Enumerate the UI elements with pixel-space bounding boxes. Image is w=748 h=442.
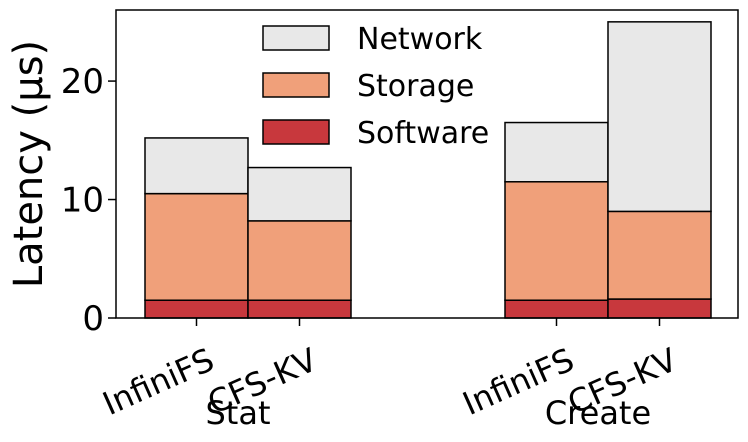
bar-segment-create-cfs-kv-network — [607, 21, 712, 213]
bars-layer — [144, 21, 712, 319]
bar-segment-stat-infinifs-storage — [144, 192, 249, 301]
legend-label-software: Software — [357, 116, 489, 151]
bar-segment-stat-cfs-kv-network — [247, 166, 352, 222]
plot-frame — [115, 9, 739, 319]
legend-swatch-storage — [262, 72, 330, 98]
y-axis: 0 10 20 — [61, 62, 116, 339]
y-tick-label: 10 — [61, 181, 104, 221]
y-tick-label: 20 — [61, 62, 104, 102]
bar-segment-stat-infinifs-software — [144, 299, 249, 319]
legend-label-storage: Storage — [357, 69, 474, 104]
bar-segment-stat-infinifs-network — [144, 137, 249, 195]
legend-swatch-network — [262, 25, 330, 51]
bar-segment-stat-cfs-kv-storage — [247, 220, 352, 301]
y-axis-label: Latency (μs) — [6, 40, 52, 288]
bar-segment-stat-cfs-kv-software — [247, 299, 352, 319]
bar-segment-create-infinifs-network — [504, 121, 609, 183]
bar-segment-create-infinifs-storage — [504, 181, 609, 301]
y-tick-label: 0 — [82, 299, 104, 339]
bar-segment-create-infinifs-software — [504, 299, 609, 319]
legend: Network Storage Software — [262, 22, 489, 151]
bar-segment-create-cfs-kv-storage — [607, 210, 712, 300]
legend-swatch-software — [262, 119, 330, 145]
group-label-create: Create — [545, 394, 651, 432]
bar-segment-create-cfs-kv-software — [607, 298, 712, 319]
legend-label-network: Network — [357, 22, 483, 57]
group-label-stat: Stat — [205, 394, 270, 432]
x-tick-label: InfiniFS — [97, 341, 220, 423]
